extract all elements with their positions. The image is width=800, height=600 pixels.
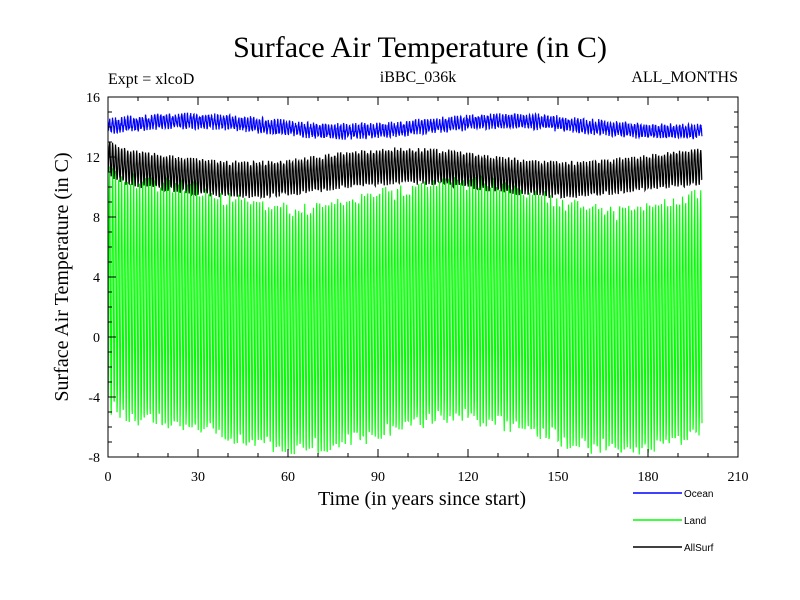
y-tick-label: 12: [86, 151, 100, 166]
tick-label-layer: 0 30 60 90 120 150 180 210 -8 -4 0 4 8 12 16: [86, 91, 749, 485]
legend: Ocean Land AllSurf: [633, 489, 714, 554]
legend-label-ocean: Ocean: [684, 489, 713, 500]
y-tick-label: 16: [86, 91, 100, 106]
subtitle-months: ALL_MONTHS: [631, 69, 738, 86]
x-tick-label: 0: [105, 470, 112, 485]
y-tick-label: 8: [93, 211, 100, 226]
x-axis-label: Time (in years since start): [318, 488, 526, 510]
subtitle-run: iBBC_036k: [380, 69, 456, 86]
x-tick-label: 30: [191, 470, 205, 485]
y-tick-label: -4: [88, 391, 100, 406]
series-line-land: [107, 166, 703, 455]
x-tick-label: 210: [728, 470, 749, 485]
x-tick-label: 150: [548, 470, 569, 485]
x-tick-label: 60: [281, 470, 295, 485]
legend-label-land: Land: [684, 516, 706, 527]
x-tick-label: 180: [638, 470, 659, 485]
subtitle-expt: Expt = xlcoD: [108, 71, 194, 88]
y-axis-label: Surface Air Temperature (in C): [51, 152, 73, 401]
chart-title: Surface Air Temperature (in C): [233, 31, 607, 64]
legend-label-allsurf: AllSurf: [684, 543, 714, 554]
x-tick-label: 120: [458, 470, 479, 485]
y-tick-label: -8: [88, 451, 100, 466]
series-line-allsurf: [107, 141, 703, 200]
y-tick-label: 0: [93, 331, 100, 346]
series-layer: [107, 112, 703, 455]
x-tick-label: 90: [371, 470, 385, 485]
axes-layer: [107, 96, 739, 458]
series-line-ocean: [107, 112, 703, 140]
y-tick-label: 4: [93, 271, 100, 286]
